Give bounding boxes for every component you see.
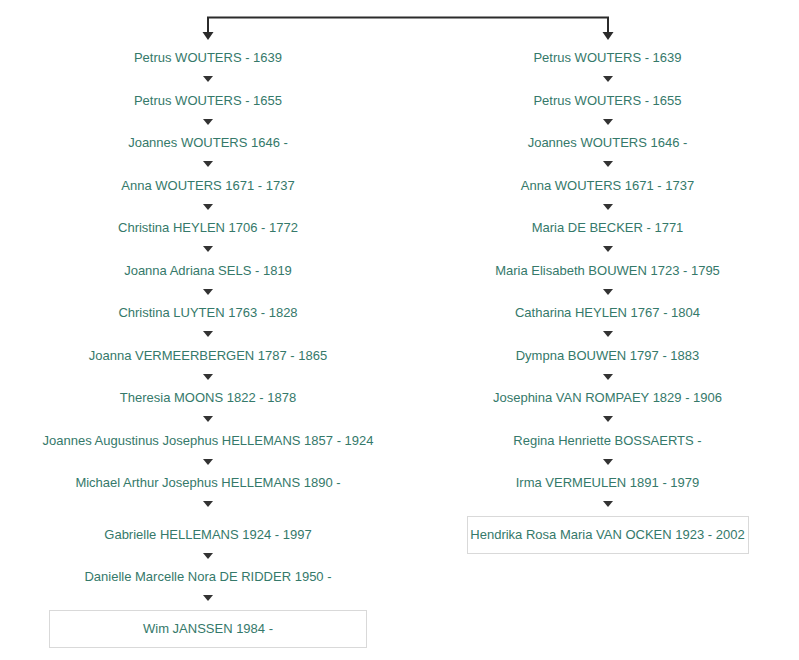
person-link[interactable]: Irma VERMEULEN 1891 - 1979 bbox=[516, 473, 700, 493]
person-link[interactable]: Christina HEYLEN 1706 - 1772 bbox=[118, 218, 298, 238]
down-arrow-icon bbox=[603, 153, 613, 176]
down-arrow-icon bbox=[603, 323, 613, 346]
down-arrow-icon bbox=[603, 408, 613, 431]
left-descent-column: Petrus WOUTERS - 1639 Petrus WOUTERS - 1… bbox=[0, 0, 416, 648]
person-link[interactable]: Gabrielle HELLEMANS 1924 - 1997 bbox=[104, 525, 311, 545]
person-link[interactable]: Josephina VAN ROMPAEY 1829 - 1906 bbox=[493, 388, 722, 408]
person-link[interactable]: Joannes WOUTERS 1646 - bbox=[128, 133, 288, 153]
right-descent-column: Petrus WOUTERS - 1639 Petrus WOUTERS - 1… bbox=[416, 0, 799, 554]
down-arrow-icon bbox=[203, 196, 213, 219]
pedigree-canvas: Petrus WOUTERS - 1639 Petrus WOUTERS - 1… bbox=[0, 0, 799, 660]
down-arrow-icon bbox=[603, 451, 613, 474]
down-arrow-icon bbox=[603, 68, 613, 91]
person-link[interactable]: Dympna BOUWEN 1797 - 1883 bbox=[516, 346, 700, 366]
person-box[interactable]: Wim JANSSEN 1984 - bbox=[49, 610, 367, 648]
down-arrow-icon bbox=[603, 238, 613, 261]
person-link[interactable]: Petrus WOUTERS - 1639 bbox=[134, 48, 282, 68]
down-arrow-icon bbox=[203, 281, 213, 304]
person-box[interactable]: Hendrika Rosa Maria VAN OCKEN 1923 - 200… bbox=[467, 516, 749, 554]
person-link[interactable]: Regina Henriette BOSSAERTS - bbox=[513, 431, 701, 451]
down-arrow-icon bbox=[203, 323, 213, 346]
down-arrow-icon bbox=[203, 408, 213, 431]
person-link[interactable]: Joannes Augustinus Josephus HELLEMANS 18… bbox=[43, 431, 374, 451]
down-arrow-icon bbox=[603, 493, 613, 516]
person-link[interactable]: Joanna VERMEERBERGEN 1787 - 1865 bbox=[89, 346, 327, 366]
person-link[interactable]: Theresia MOONS 1822 - 1878 bbox=[120, 388, 296, 408]
person-link[interactable]: Danielle Marcelle Nora DE RIDDER 1950 - bbox=[84, 567, 331, 587]
person-link[interactable]: Catharina HEYLEN 1767 - 1804 bbox=[515, 303, 700, 323]
down-arrow-icon bbox=[603, 281, 613, 304]
person-link[interactable]: Petrus WOUTERS - 1639 bbox=[533, 48, 681, 68]
down-arrow-icon bbox=[203, 366, 213, 389]
down-arrow-icon bbox=[203, 545, 213, 568]
person-link[interactable]: Michael Arthur Josephus HELLEMANS 1890 - bbox=[75, 473, 340, 493]
down-arrow-icon bbox=[603, 366, 613, 389]
down-arrow-icon bbox=[203, 493, 213, 516]
person-link[interactable]: Petrus WOUTERS - 1655 bbox=[533, 91, 681, 111]
down-arrow-icon bbox=[203, 153, 213, 176]
down-arrow-icon bbox=[603, 196, 613, 219]
person-link[interactable]: Joannes WOUTERS 1646 - bbox=[528, 133, 688, 153]
person-link[interactable]: Anna WOUTERS 1671 - 1737 bbox=[121, 176, 294, 196]
person-link[interactable]: Maria DE BECKER - 1771 bbox=[532, 218, 684, 238]
down-arrow-icon bbox=[203, 111, 213, 134]
down-arrow-icon bbox=[203, 68, 213, 91]
down-arrow-icon bbox=[203, 451, 213, 474]
person-link[interactable]: Maria Elisabeth BOUWEN 1723 - 1795 bbox=[495, 261, 720, 281]
person-link[interactable]: Petrus WOUTERS - 1655 bbox=[134, 91, 282, 111]
down-arrow-icon bbox=[203, 238, 213, 261]
down-arrow-icon bbox=[203, 587, 213, 610]
person-link[interactable]: Christina LUYTEN 1763 - 1828 bbox=[118, 303, 297, 323]
down-arrow-icon bbox=[603, 111, 613, 134]
person-link[interactable]: Anna WOUTERS 1671 - 1737 bbox=[521, 176, 694, 196]
person-link[interactable]: Joanna Adriana SELS - 1819 bbox=[124, 261, 292, 281]
